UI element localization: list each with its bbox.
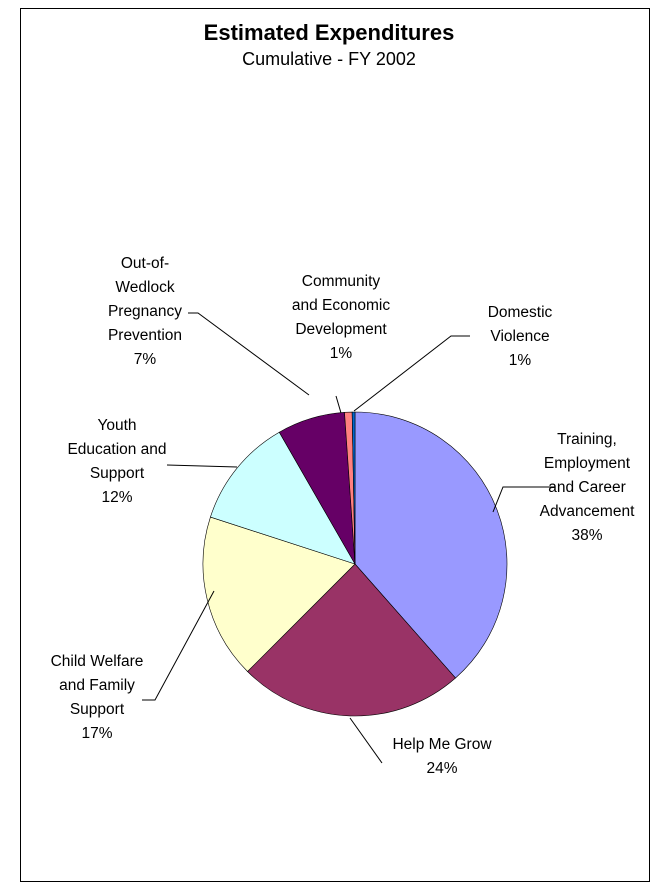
leader-line-5 — [335, 395, 342, 414]
slice-percent-5: 1% — [330, 345, 353, 362]
slice-percent-1: 24% — [426, 760, 457, 777]
slice-percent-2: 17% — [81, 725, 112, 742]
pie-slice-2 — [202, 516, 356, 672]
leader-line-0 — [492, 486, 555, 513]
slice-label-4-line-0: Out-of- — [121, 255, 169, 272]
slice-percent-6: 1% — [509, 352, 532, 369]
slice-label-0-line-2: and Career — [548, 479, 626, 496]
slice-label-0-line-3: Advancement — [540, 503, 635, 520]
slice-label-3-line-1: Education and — [67, 441, 166, 458]
leader-line-3 — [166, 464, 238, 468]
leader-line-2 — [142, 590, 215, 701]
slice-label-6-line-1: Violence — [490, 328, 549, 345]
pie-slice-6 — [351, 411, 356, 565]
leader-line-1 — [349, 717, 383, 764]
slice-percent-4: 7% — [134, 351, 157, 368]
slice-label-6-line-0: Domestic — [488, 304, 553, 321]
pie-slice-0 — [354, 411, 508, 679]
pie-slice-3 — [210, 431, 356, 565]
leader-line-6 — [353, 335, 470, 412]
slice-label-2-line-2: Support — [70, 701, 125, 718]
slice-percent-0: 38% — [571, 527, 602, 544]
pie-slice-1 — [247, 563, 456, 717]
slice-label-4-line-1: Wedlock — [115, 279, 174, 296]
slice-label-3-line-2: Support — [90, 465, 145, 482]
slice-label-0-line-1: Employment — [544, 455, 631, 472]
leader-line-4 — [188, 312, 310, 396]
slice-percent-3: 12% — [101, 489, 132, 506]
slice-label-3-line-0: Youth — [97, 417, 136, 434]
chart-title: Estimated Expenditures — [203, 20, 455, 45]
slice-label-5-line-1: and Economic — [292, 297, 390, 314]
slice-label-4-line-3: Prevention — [108, 327, 182, 344]
chart-subtitle: Cumulative - FY 2002 — [242, 49, 416, 69]
slice-label-2-line-1: and Family — [59, 677, 135, 694]
slice-label-2-line-0: Child Welfare — [51, 653, 144, 670]
slice-label-1-line-0: Help Me Grow — [392, 736, 492, 753]
slice-label-5-line-2: Development — [295, 321, 387, 338]
slice-label-4-line-2: Pregnancy — [108, 303, 182, 320]
slice-label-0-line-0: Training, — [557, 431, 617, 448]
slice-label-5-line-0: Community — [302, 273, 381, 290]
